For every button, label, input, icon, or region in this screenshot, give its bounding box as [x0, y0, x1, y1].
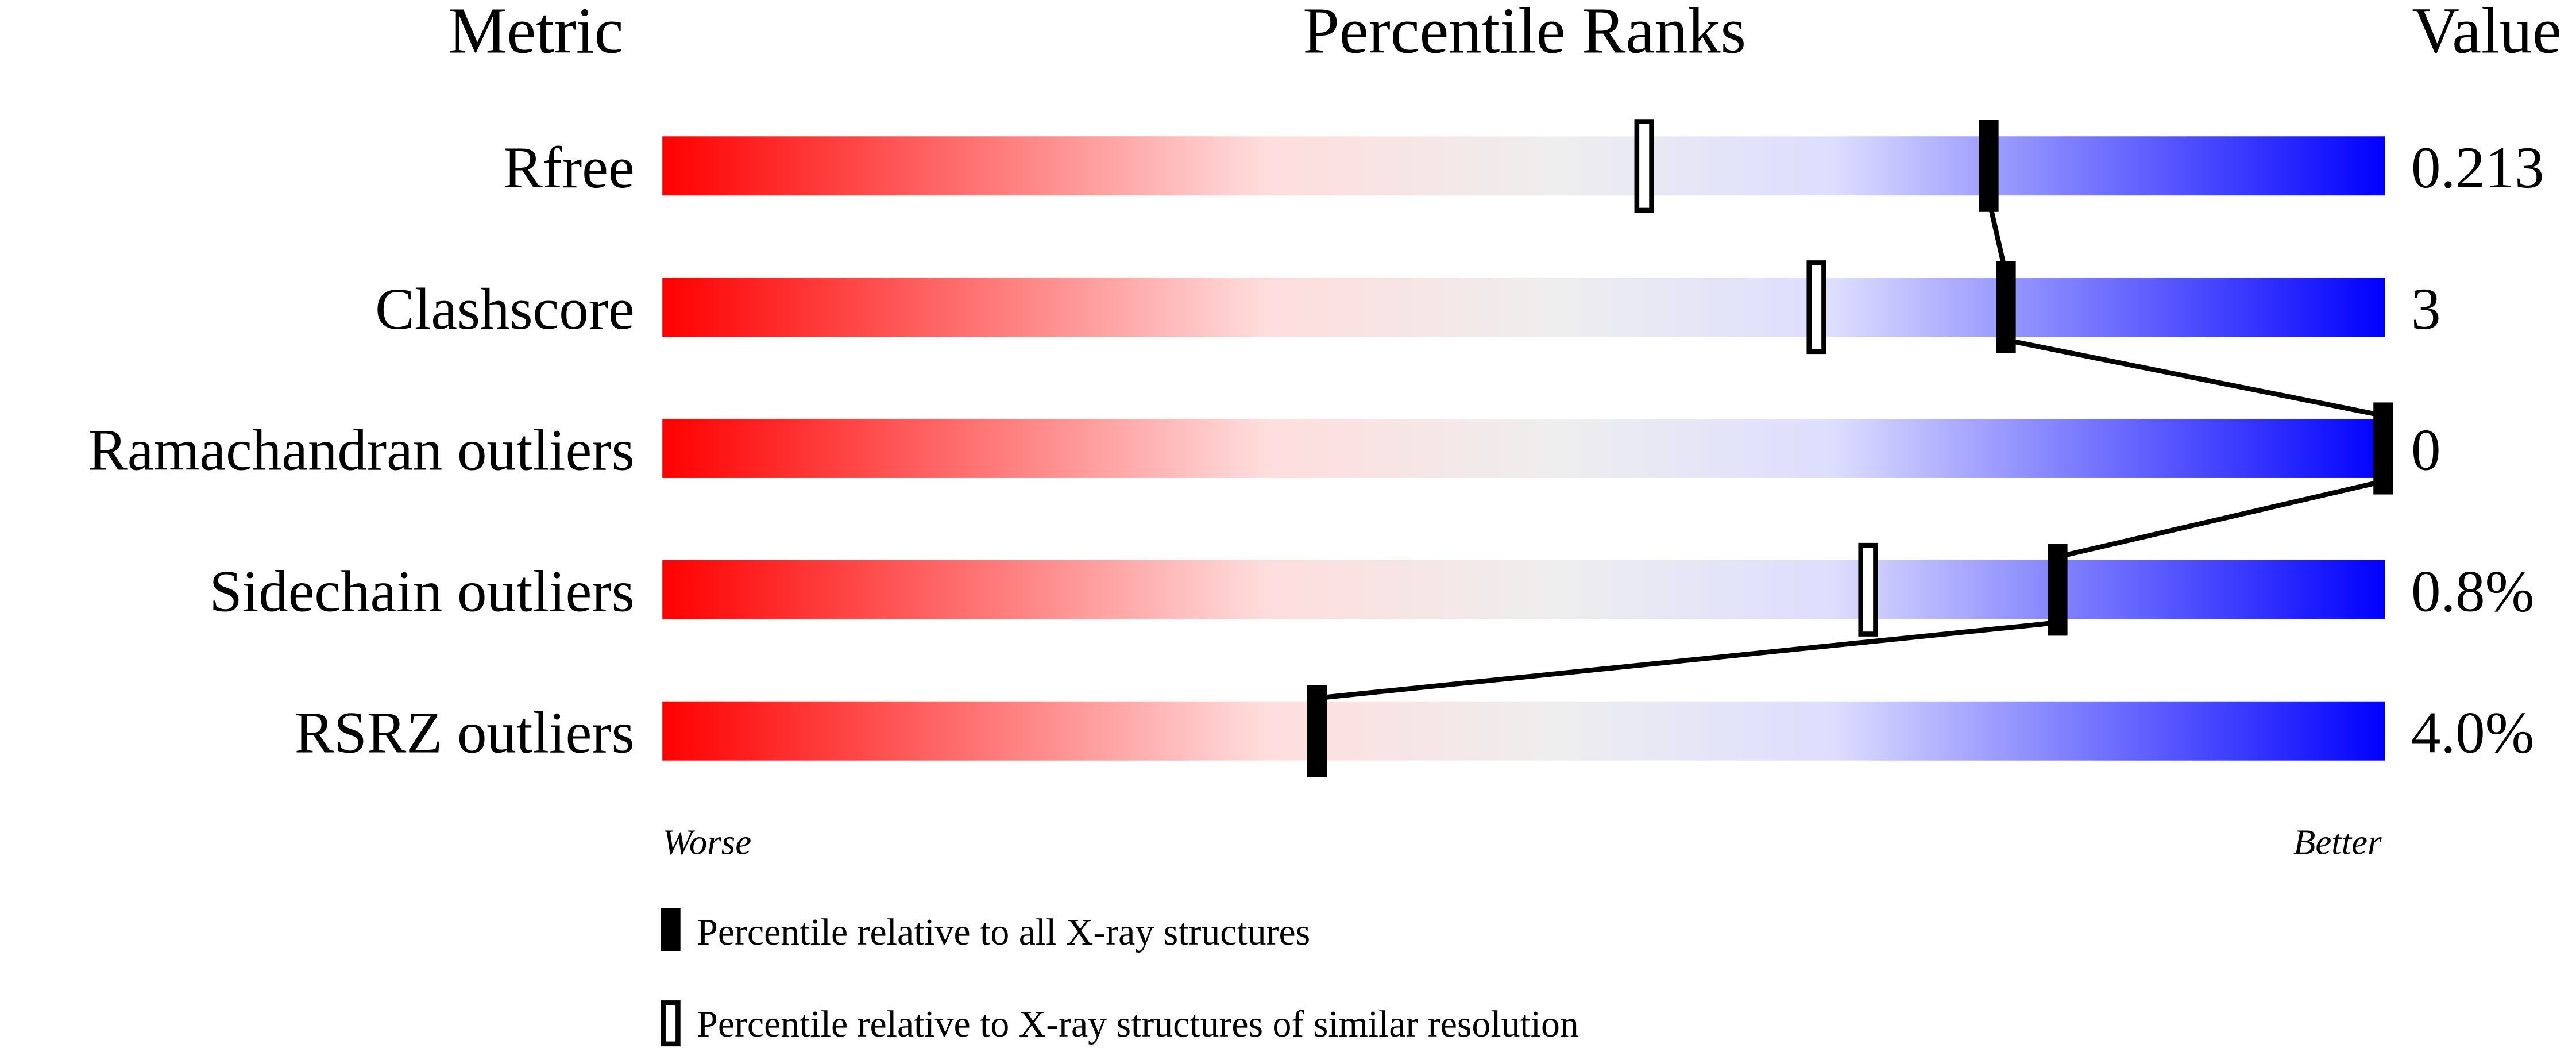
- header-value: Value: [2412, 0, 2561, 67]
- marker-all-structures: [1307, 685, 1327, 777]
- metric-value: 3: [2411, 276, 2440, 342]
- marker-similar-resolution: [1806, 260, 1826, 355]
- marker-similar-resolution: [1858, 542, 1878, 637]
- connector-line: [2057, 479, 2384, 560]
- metric-value: 0.213: [2411, 135, 2544, 201]
- percentile-bar: [662, 560, 2385, 619]
- metric-label: Sidechain outliers: [209, 559, 634, 625]
- legend-filled-marker: [661, 908, 681, 951]
- percentile-bar: [662, 701, 2385, 761]
- metric-label: RSRZ outliers: [295, 700, 635, 765]
- marker-all-structures: [2048, 544, 2068, 636]
- metric-label: Rfree: [503, 135, 635, 201]
- marker-all-structures: [1996, 261, 2016, 353]
- axis-label-worse: Worse: [662, 822, 751, 862]
- percentile-bar: [662, 419, 2385, 478]
- metric-value: 0: [2411, 418, 2440, 483]
- connector-line: [2005, 337, 2384, 418]
- marker-all-structures: [1979, 120, 1999, 212]
- legend-similar-label: Percentile relative to X-ray structures …: [697, 1003, 1578, 1045]
- metric-value: 4.0%: [2411, 700, 2534, 765]
- legend-all-label: Percentile relative to all X-ray structu…: [697, 911, 1310, 953]
- metric-value: 0.8%: [2411, 559, 2534, 625]
- marker-all-structures: [2373, 402, 2393, 495]
- marker-similar-resolution: [1634, 119, 1654, 213]
- percentile-bar: [662, 278, 2385, 337]
- legend-open-marker: [661, 1000, 681, 1047]
- header-metric: Metric: [449, 0, 624, 67]
- axis-label-better: Better: [2293, 822, 2382, 862]
- metric-label: Ramachandran outliers: [88, 418, 635, 483]
- header-percentile-ranks: Percentile Ranks: [1303, 0, 1746, 67]
- percentile-bar: [662, 136, 2385, 196]
- connector-line: [1316, 620, 2058, 701]
- metric-label: Clashscore: [375, 276, 635, 342]
